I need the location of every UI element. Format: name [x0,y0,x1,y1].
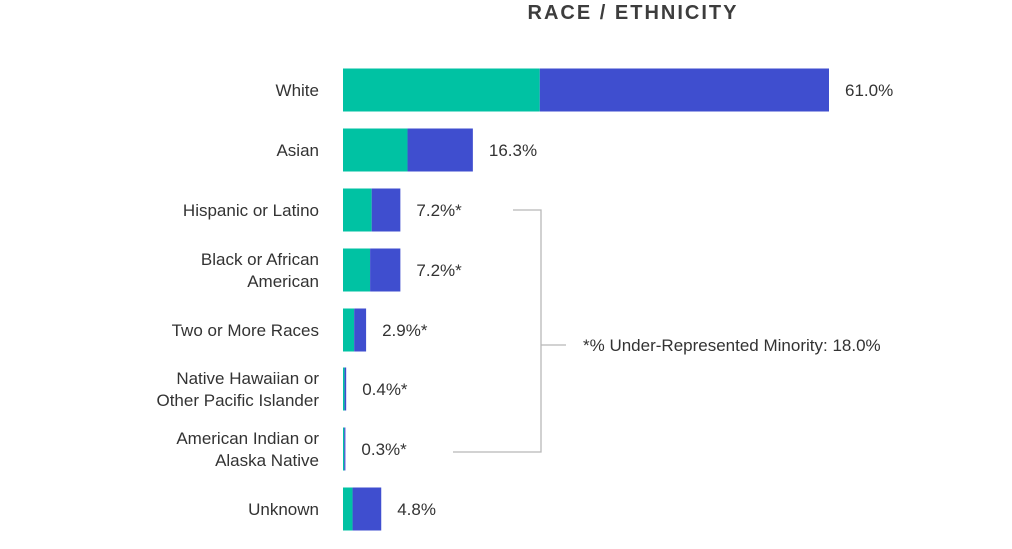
value-label-white: 61.0% [845,81,893,100]
chart-title: RACE / ETHNICITY [528,2,739,24]
category-label-native-hawaiian-or-other-pacific-islander-line-2: Other Pacific Islander [156,391,319,410]
category-label-two-or-more-races: Two or More Races [172,321,319,340]
category-label-native-hawaiian-or-other-pacific-islander-line-1: Native Hawaiian or [176,369,319,388]
category-label-unknown: Unknown [248,500,319,519]
bar-asian-segment-2 [407,128,473,172]
bar-unknown-segment-2 [352,487,382,531]
category-label-black-or-african-american-line-1: Black or African [201,250,319,269]
bar-hispanic-or-latino-segment-2 [371,188,401,232]
bar-black-or-african-american-segment-1 [343,248,371,292]
bar-white-segment-2 [539,68,829,112]
category-label-black-or-african-american-line-2: American [247,272,319,291]
bar-hispanic-or-latino-segment-1 [343,188,372,232]
value-label-black-or-african-american: 7.2%* [416,261,462,280]
bar-unknown-segment-1 [343,487,353,531]
value-label-asian: 16.3% [489,141,537,160]
value-label-two-or-more-races: 2.9%* [382,321,428,340]
bar-asian-segment-1 [343,128,408,172]
category-label-american-indian-or-alaska-native-line-2: Alaska Native [215,451,319,470]
value-label-american-indian-or-alaska-native: 0.3%* [361,440,407,459]
annotation-group: *% Under-Represented Minority: 18.0% [453,209,881,453]
bar-two-or-more-races-segment-2 [354,308,367,352]
bar-american-indian-or-alaska-native-segment-1 [343,427,345,471]
category-label-asian: Asian [276,141,319,160]
value-label-native-hawaiian-or-other-pacific-islander: 0.4%* [362,380,408,399]
bar-native-hawaiian-or-other-pacific-islander-segment-2 [344,367,347,411]
category-label-white: White [276,81,319,100]
bars-group: White 61.0% Asian 16.3% Hispanic or Latino 7.… [156,68,893,531]
urm-bracket [453,209,566,453]
category-label-hispanic-or-latino: Hispanic or Latino [183,201,319,220]
value-label-hispanic-or-latino: 7.2%* [416,201,462,220]
urm-annotation: *% Under-Represented Minority: 18.0% [583,336,881,355]
value-label-unknown: 4.8% [397,500,436,519]
bar-native-hawaiian-or-other-pacific-islander-segment-1 [343,367,345,411]
bar-two-or-more-races-segment-1 [343,308,355,352]
bar-white-segment-1 [343,68,540,112]
bar-american-indian-or-alaska-native-segment-2 [344,427,346,471]
category-label-american-indian-or-alaska-native-line-1: American Indian or [176,429,319,448]
bar-black-or-african-american-segment-2 [370,248,401,292]
